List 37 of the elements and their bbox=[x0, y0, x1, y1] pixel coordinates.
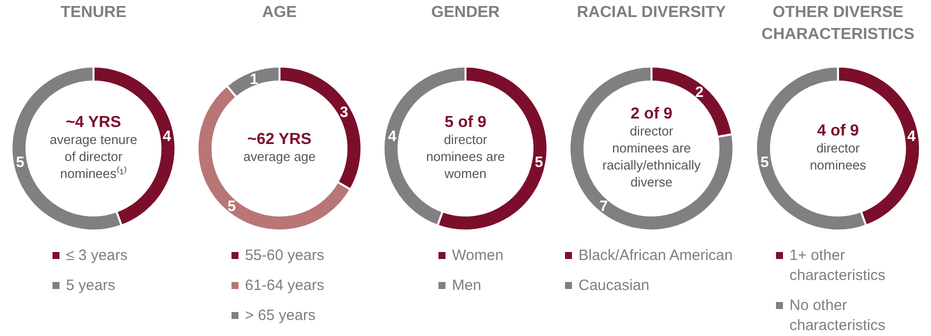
text: average tenure of director nominees⁽¹⁾ bbox=[50, 132, 138, 181]
data-label: 4 bbox=[388, 128, 397, 146]
data-label: 5 bbox=[227, 198, 236, 216]
legend-label: No other characteristics bbox=[790, 297, 886, 334]
legend-label: Men bbox=[452, 277, 482, 294]
data-label: 7 bbox=[599, 198, 608, 216]
text: ~4 YRS bbox=[66, 114, 122, 131]
text: director nominees bbox=[810, 140, 867, 172]
chart-title: TENURE bbox=[60, 4, 127, 21]
legend-label: 5 years bbox=[66, 277, 116, 294]
data-label: 4 bbox=[162, 128, 172, 146]
legend-label: Women bbox=[452, 247, 504, 264]
text: director nominees are racially/ethnically diverse bbox=[602, 124, 702, 190]
legend-label: Caucasian bbox=[578, 277, 650, 294]
chart-title: RACIAL DIVERSITY bbox=[576, 4, 726, 21]
data-label: 5 bbox=[760, 154, 769, 171]
legend-label: 55-60 years bbox=[245, 247, 324, 264]
legend-label: 1+ other characteristics bbox=[790, 247, 886, 284]
text: 5 of 9 bbox=[444, 114, 486, 131]
data-label: 2 bbox=[695, 84, 704, 101]
legend-label: Black/African American bbox=[578, 247, 733, 264]
data-label: 5 bbox=[534, 154, 544, 171]
legend-label: > 65 years bbox=[245, 307, 316, 324]
text: 4 of 9 bbox=[817, 122, 859, 140]
data-label: 4 bbox=[907, 128, 916, 146]
data-label: 5 bbox=[16, 154, 24, 171]
legend-label: ≤ 3 years bbox=[66, 247, 128, 264]
chart-title: OTHER DIVERSE CHARACTERISTICS bbox=[762, 4, 915, 43]
chart-title: GENDER bbox=[431, 4, 500, 21]
text: director nominees are women bbox=[426, 132, 505, 181]
text: ~62 YRS bbox=[247, 131, 312, 148]
legend-label: 61-64 years bbox=[245, 277, 324, 294]
data-label: 1 bbox=[250, 70, 258, 88]
text: 2 of 9 bbox=[630, 106, 672, 122]
text: average age bbox=[243, 149, 316, 164]
chart-title: AGE bbox=[262, 4, 298, 21]
data-label: 3 bbox=[340, 104, 348, 121]
